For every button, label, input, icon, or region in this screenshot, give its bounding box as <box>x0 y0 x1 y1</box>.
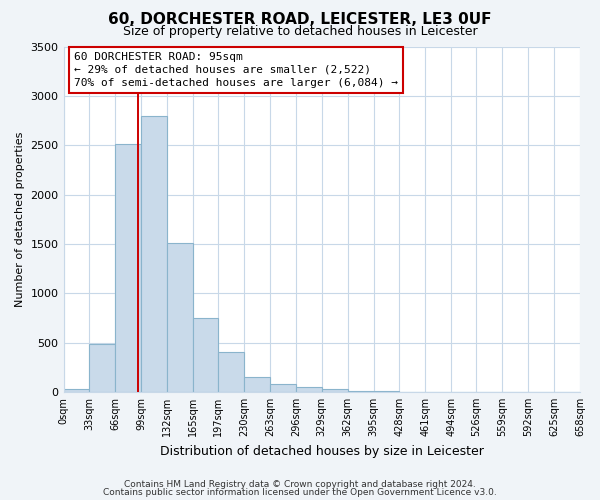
Bar <box>167 243 193 392</box>
Text: Contains HM Land Registry data © Crown copyright and database right 2024.: Contains HM Land Registry data © Crown c… <box>124 480 476 489</box>
Text: 60, DORCHESTER ROAD, LEICESTER, LE3 0UF: 60, DORCHESTER ROAD, LEICESTER, LE3 0UF <box>108 12 492 28</box>
Bar <box>89 344 115 392</box>
Text: Size of property relative to detached houses in Leicester: Size of property relative to detached ho… <box>122 25 478 38</box>
X-axis label: Distribution of detached houses by size in Leicester: Distribution of detached houses by size … <box>160 444 484 458</box>
Bar <box>193 318 218 392</box>
Bar <box>115 144 141 392</box>
Bar <box>322 390 347 392</box>
Bar <box>64 390 89 392</box>
Bar <box>141 116 167 392</box>
Bar <box>347 391 374 392</box>
Bar <box>218 352 244 392</box>
Y-axis label: Number of detached properties: Number of detached properties <box>15 132 25 307</box>
Text: Contains public sector information licensed under the Open Government Licence v3: Contains public sector information licen… <box>103 488 497 497</box>
Bar <box>244 377 270 392</box>
Bar <box>270 384 296 392</box>
Text: 60 DORCHESTER ROAD: 95sqm
← 29% of detached houses are smaller (2,522)
70% of se: 60 DORCHESTER ROAD: 95sqm ← 29% of detac… <box>74 52 398 88</box>
Bar <box>296 386 322 392</box>
